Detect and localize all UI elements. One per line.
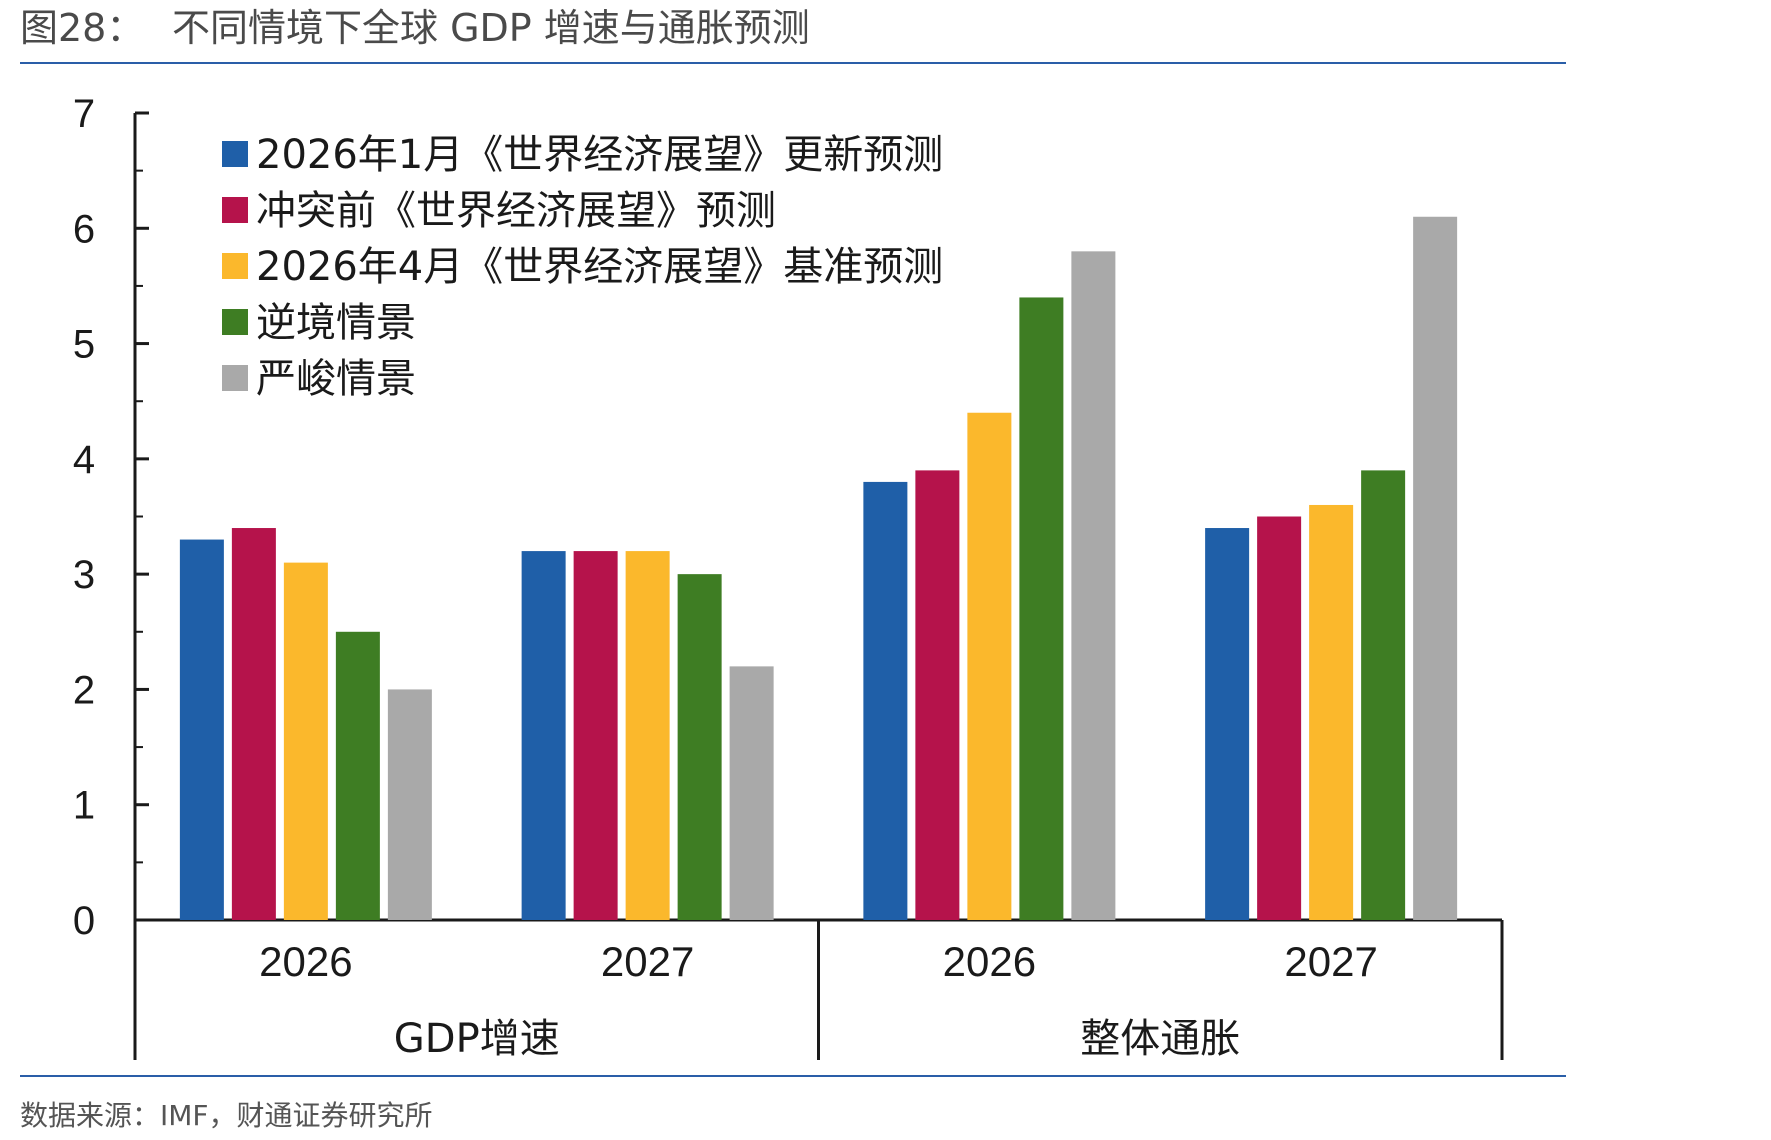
y-tick-label: 2 xyxy=(73,668,95,712)
x-category-label: 2026 xyxy=(259,938,352,985)
bar xyxy=(1019,297,1064,920)
legend-swatch xyxy=(222,253,248,279)
y-tick-label: 7 xyxy=(73,92,95,136)
bar xyxy=(625,551,670,920)
bar xyxy=(283,562,328,920)
bar xyxy=(231,528,276,920)
bars xyxy=(179,216,1458,921)
source-note: 数据来源：IMF，财通证券研究所 xyxy=(20,1099,433,1132)
source-rule xyxy=(20,1075,1566,1077)
y-tick-label: 1 xyxy=(73,784,95,828)
legend-label: 2026年4月《世界经济展望》基准预测 xyxy=(256,244,943,290)
x-category-label: 2026 xyxy=(943,938,1036,985)
bar-chart: 0 1 2 3 4 5 6 7 2026 2027 2026 2027 GDP增速 整体通胀 2026年… xyxy=(73,92,1504,1062)
bar xyxy=(1413,216,1458,920)
bar xyxy=(335,631,380,920)
y-tick-label: 4 xyxy=(73,438,95,482)
bar xyxy=(677,574,722,920)
bar xyxy=(1071,251,1116,921)
bar xyxy=(863,481,908,920)
x-group-label: GDP增速 xyxy=(394,1016,560,1062)
x-group-label: 整体通胀 xyxy=(1080,1016,1240,1062)
y-axis: 0 1 2 3 4 5 6 7 xyxy=(73,92,149,943)
bar xyxy=(1361,470,1406,920)
title-rule xyxy=(20,62,1566,64)
y-tick-label: 6 xyxy=(73,207,95,251)
legend-label: 逆境情景 xyxy=(256,300,416,346)
y-tick-label: 0 xyxy=(73,899,95,943)
figure-title-text: 不同情境下全球 GDP 增速与通胀预测 xyxy=(172,6,810,50)
bar xyxy=(1205,528,1250,920)
figure-title: 图28： 不同情境下全球 GDP 增速与通胀预测 xyxy=(20,2,810,54)
bar xyxy=(729,666,774,920)
x-category-label: 2027 xyxy=(1284,938,1377,985)
x-axis: 2026 2027 2026 2027 GDP增速 整体通胀 xyxy=(133,918,1504,1062)
x-category-label: 2027 xyxy=(601,938,694,985)
legend-label: 冲突前《世界经济展望》预测 xyxy=(256,188,776,234)
y-tick-label: 5 xyxy=(73,323,95,367)
bar xyxy=(967,412,1012,920)
legend-label: 严峻情景 xyxy=(256,356,416,402)
bar xyxy=(1309,504,1354,920)
figure-number: 图28： xyxy=(20,6,145,50)
bar xyxy=(915,470,960,920)
bar xyxy=(387,689,432,920)
legend-label: 2026年1月《世界经济展望》更新预测 xyxy=(256,132,943,178)
bar xyxy=(573,551,618,920)
bar xyxy=(1257,516,1302,920)
legend-swatch xyxy=(222,141,248,167)
legend-swatch xyxy=(222,309,248,335)
bar xyxy=(179,539,224,920)
legend-swatch xyxy=(222,197,248,223)
y-tick-label: 3 xyxy=(73,553,95,597)
legend-swatch xyxy=(222,365,248,391)
bar xyxy=(521,551,566,920)
